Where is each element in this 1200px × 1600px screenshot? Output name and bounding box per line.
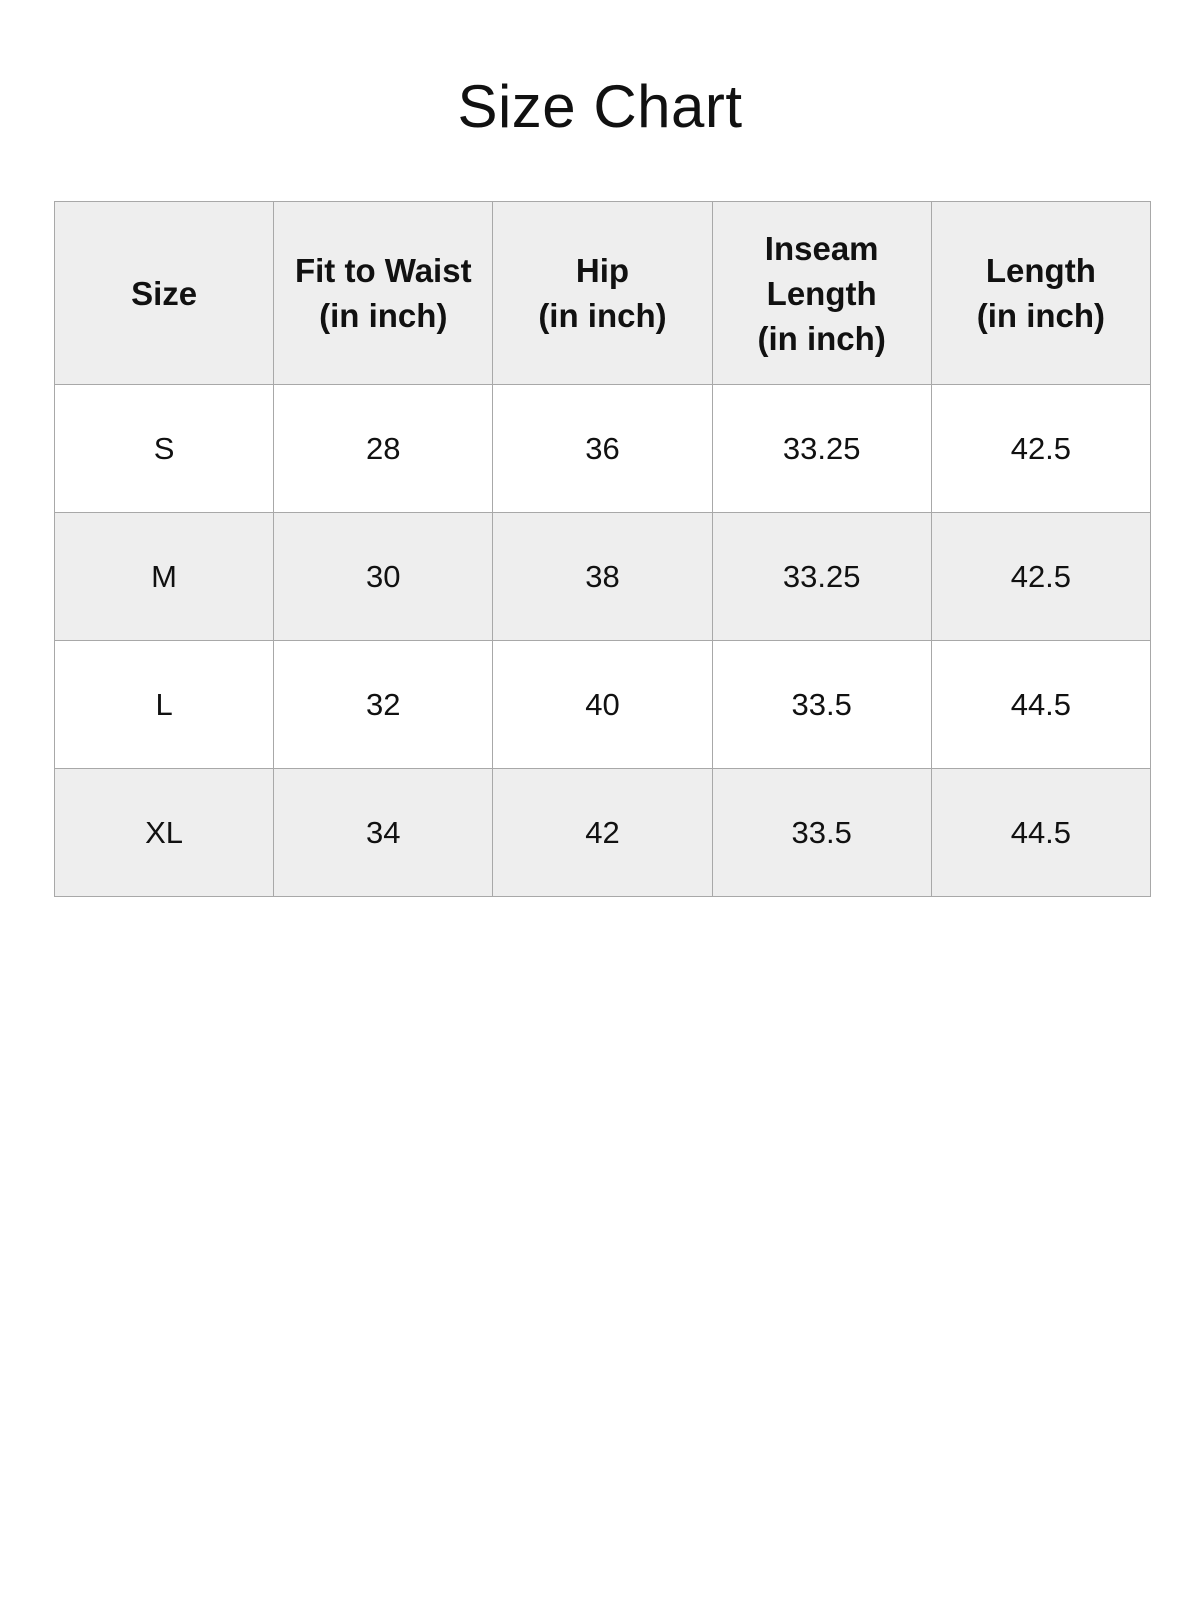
cell-waist: 28 [273, 384, 494, 513]
header-fit-to-waist: Fit to Waist (in inch) [273, 201, 494, 385]
cell-length: 42.5 [930, 512, 1152, 641]
header-line: (in inch) [538, 297, 667, 334]
cell-size: S [53, 384, 275, 513]
cell-inseam: 33.5 [711, 640, 932, 769]
cell-inseam: 33.25 [711, 384, 932, 513]
header-line: Inseam [764, 229, 879, 267]
header-length: Length (in inch) [930, 201, 1152, 385]
page-title: Size Chart [457, 73, 743, 140]
header-line: Fit to Waist [294, 252, 472, 289]
size-chart-table: Size Fit to Waist (in inch) Hip (in inch) … [53, 201, 1152, 897]
cell-hip: 40 [492, 640, 713, 769]
header-size: Size [53, 201, 275, 385]
cell-inseam: 33.25 [711, 512, 932, 641]
cell-size: M [53, 512, 275, 641]
cell-hip: 36 [492, 384, 713, 513]
cell-waist: 30 [273, 512, 494, 641]
header-line: (in inch) [319, 297, 448, 334]
cell-length: 44.5 [930, 768, 1152, 897]
table-row: L 32 40 33.5 44.5 [53, 640, 1152, 769]
table-row: XL 34 42 33.5 44.5 [53, 768, 1152, 897]
header-line: Hip [575, 252, 630, 289]
table-row: M 30 38 33.25 42.5 [53, 512, 1152, 641]
cell-waist: 34 [273, 768, 494, 897]
header-line: (in inch) [757, 319, 886, 357]
cell-size: L [53, 640, 275, 769]
cell-length: 42.5 [930, 384, 1152, 513]
cell-hip: 42 [492, 768, 713, 897]
header-row: Size Fit to Waist (in inch) Hip (in inch) … [53, 201, 1152, 385]
header-line: Size [131, 274, 198, 312]
header-line: Length [985, 252, 1096, 289]
cell-length: 44.5 [930, 640, 1152, 769]
cell-hip: 38 [492, 512, 713, 641]
header-line: Length [766, 274, 877, 312]
header-line: (in inch) [976, 297, 1106, 334]
cell-waist: 32 [273, 640, 494, 769]
cell-inseam: 33.5 [711, 768, 932, 897]
table-row: S 28 36 33.25 42.5 [53, 384, 1152, 513]
cell-size: XL [53, 768, 275, 897]
header-hip: Hip (in inch) [492, 201, 713, 385]
header-inseam-length: Inseam Length (in inch) [711, 201, 932, 385]
